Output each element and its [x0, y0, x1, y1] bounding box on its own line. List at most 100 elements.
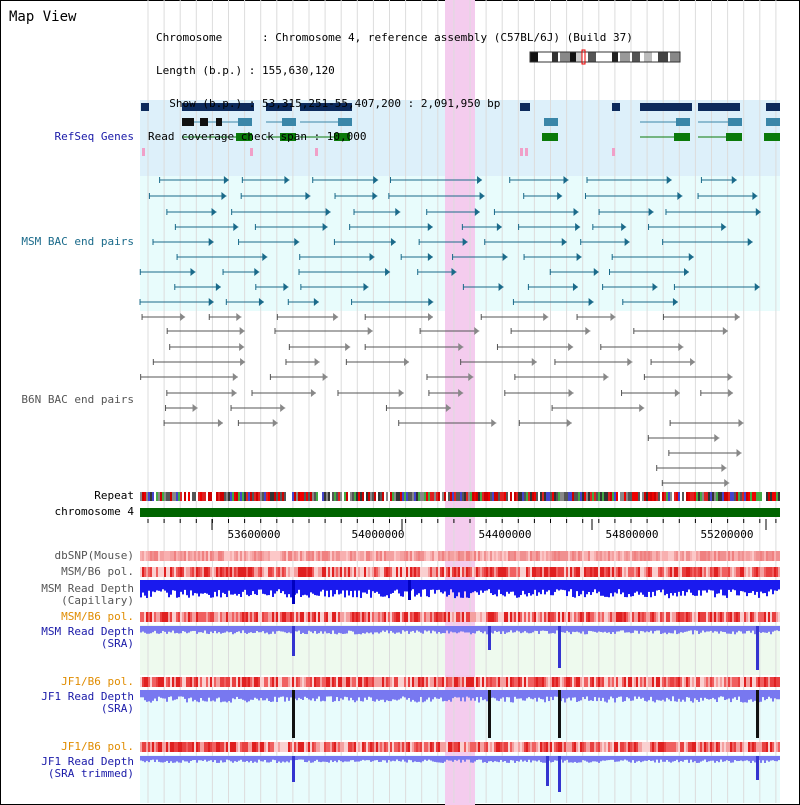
track-label-msm-bac[interactable]: MSM BAC end pairs: [21, 235, 134, 248]
repeat-segment: [708, 492, 710, 501]
dbsnp-density: [480, 551, 482, 561]
msm-depth-cap-bar: [498, 580, 500, 590]
jf1-depth-sra-bar: [720, 690, 722, 697]
msm-pol-density: [608, 567, 610, 577]
track-label-b6n-bac[interactable]: B6N BAC end pairs: [21, 393, 134, 406]
msm-pol-density: [674, 567, 676, 577]
msm-pol-density: [720, 612, 722, 622]
msm-pol-density: [208, 567, 210, 577]
jf1-pol-density: [672, 742, 674, 752]
msm-pol-density: [628, 612, 630, 622]
track-label-dbsnp[interactable]: dbSNP(Mouse): [54, 549, 134, 562]
repeat-segment: [726, 492, 728, 501]
msm-pol-density: [320, 612, 322, 622]
msm-depth-cap-bar: [640, 580, 642, 593]
msm-pol-density: [638, 567, 640, 577]
jf1-depth-trim-bar: [250, 756, 252, 761]
jf1-depth-sra-bar: [208, 690, 210, 698]
ideogram-band: [560, 52, 570, 62]
jf1-pol-density: [398, 742, 400, 752]
dbsnp-density: [430, 551, 432, 561]
jf1-depth-trim-bar: [320, 756, 322, 763]
track-label-repeat[interactable]: Repeat: [94, 489, 134, 502]
track-label-msm-pol-2[interactable]: MSM/B6 pol.: [61, 610, 134, 623]
track-label-refseq[interactable]: RefSeq Genes: [54, 130, 134, 143]
dbsnp-density: [280, 551, 282, 561]
msm-depth-sra-bar: [336, 626, 338, 635]
msm-pol-density: [212, 567, 214, 577]
page-title: Map View: [9, 9, 77, 25]
msm-depth-sra-bar: [622, 626, 624, 631]
jf1-depth-sra-bar: [336, 690, 338, 698]
bac-pair-arrow: [731, 176, 737, 184]
jf1-depth-trim-bar: [204, 756, 206, 760]
jf1-pol-density: [422, 742, 424, 752]
msm-depth-cap-bar: [670, 580, 672, 594]
jf1-depth-trim-bar: [696, 756, 698, 763]
jf1-pol-density: [504, 742, 506, 752]
jf1-pol-density: [346, 677, 348, 687]
msm-depth-sra-bar: [666, 626, 668, 635]
msm-depth-cap-bar: [172, 580, 174, 591]
msm-pol-density: [206, 567, 208, 577]
dbsnp-density: [470, 551, 472, 561]
msm-pol-density: [340, 612, 342, 622]
msm-pol-density: [436, 567, 438, 577]
repeat-segment: [344, 492, 346, 501]
msm-pol-density: [424, 612, 426, 622]
jf1-depth-trim-bar: [596, 756, 598, 762]
jf1-pol-density: [188, 677, 190, 687]
jf1-pol-density: [726, 742, 728, 752]
jf1-pol-density: [580, 742, 582, 752]
jf1-pol-density: [470, 742, 472, 752]
repeat-segment: [462, 492, 464, 501]
jf1-pol-density: [284, 742, 286, 752]
jf1-pol-density: [382, 742, 384, 752]
jf1-depth-sra-bar: [696, 690, 698, 700]
bac-pair-arrow: [721, 464, 727, 472]
jf1-pol-density: [600, 677, 602, 687]
msm-depth-cap-bar: [192, 580, 194, 596]
msm-depth-cap-bar: [216, 580, 218, 597]
jf1-depth-trim-bar: [172, 756, 174, 763]
jf1-pol-density: [404, 677, 406, 687]
jf1-depth-trim-bar: [412, 756, 414, 763]
track-label-jf1-depth-sra[interactable]: JF1 Read Depth (SRA): [41, 690, 134, 715]
track-label-jf1-pol-1[interactable]: JF1/B6 pol.: [61, 675, 134, 688]
track-label-jf1-pol-2[interactable]: JF1/B6 pol.: [61, 740, 134, 753]
dbsnp-density: [624, 551, 626, 561]
dbsnp-density: [540, 551, 542, 561]
jf1-depth-trim-bar: [578, 756, 580, 763]
track-label-msm-pol-1[interactable]: MSM/B6 pol.: [61, 565, 134, 578]
track-label-msm-depth-cap[interactable]: MSM Read Depth (Capillary): [41, 582, 134, 607]
jf1-depth-sra-bar: [470, 690, 472, 701]
msm-pol-density: [380, 567, 382, 577]
repeat-segment: [762, 492, 764, 501]
msm-depth-sra-bar: [682, 626, 684, 633]
msm-pol-density: [568, 612, 570, 622]
repeat-segment: [382, 492, 384, 501]
track-label-msm-depth-sra[interactable]: MSM Read Depth (SRA): [41, 625, 134, 650]
msm-depth-cap-bar: [154, 580, 156, 593]
jf1-pol-density: [778, 677, 780, 687]
track-label-jf1-depth-trim[interactable]: JF1 Read Depth (SRA trimmed): [41, 755, 134, 780]
dbsnp-density: [530, 551, 532, 561]
dbsnp-density: [698, 551, 700, 561]
jf1-pol-density: [144, 742, 146, 752]
jf1-depth-sra-bar: [682, 690, 684, 700]
msm-pol-density: [328, 567, 330, 577]
jf1-pol-density: [518, 677, 520, 687]
track-label-chromosome[interactable]: chromosome 4: [54, 505, 134, 518]
repeat-segment: [150, 492, 152, 501]
jf1-pol-density: [650, 742, 652, 752]
repeat-segment: [474, 492, 476, 501]
repeat-segment: [520, 492, 522, 501]
dbsnp-density: [290, 551, 292, 561]
repeat-segment: [614, 492, 616, 501]
jf1-depth-sra-bar: [468, 690, 470, 698]
jf1-depth-trim-bar: [348, 756, 350, 762]
msm-depth-cap-bar: [462, 580, 464, 598]
msm-depth-cap-bar: [184, 580, 186, 590]
dbsnp-density: [622, 551, 624, 561]
